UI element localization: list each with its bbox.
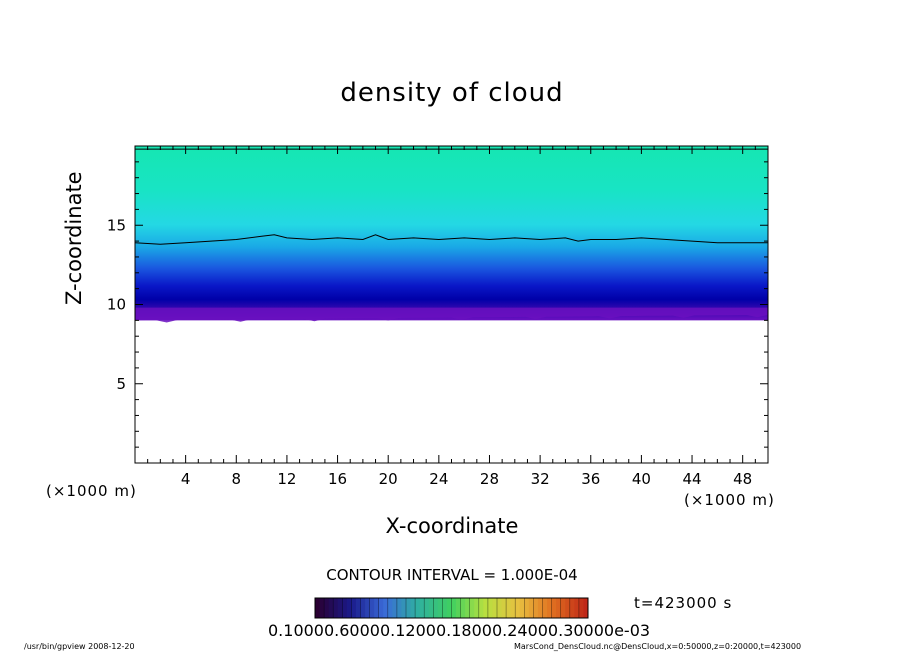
colorbar-cell [542,598,548,618]
x-tick-label: 20 [379,470,398,488]
colorbar-cell [374,598,380,618]
x-tick-label: 4 [181,470,191,488]
colorbar-cell [346,598,352,618]
colorbar-cell [315,598,321,618]
colorbar-cell [360,598,366,618]
colorbar-cell [424,598,430,618]
contour-interval-label: CONTOUR INTERVAL = 1.000E-04 [326,566,578,584]
x-tick-label: 28 [480,470,499,488]
colorbar-cell [383,598,389,618]
colorbar-cell [456,598,462,618]
colorbar-cell [369,598,375,618]
colorbar-cell [528,598,534,618]
x-tick-label: 36 [581,470,600,488]
colorbar-cell [378,598,384,618]
x-tick-label: 44 [682,470,701,488]
y-tick-label: 15 [107,216,126,234]
chart-title: density of cloud [340,78,564,108]
colorbar-cell [451,598,457,618]
colorbar-cell [524,598,530,618]
colorbar-cell [419,598,425,618]
colorbar-cell [433,598,439,618]
y-tick-label: 5 [116,375,126,393]
colorbar-cell [551,598,557,618]
colorbar-cell [510,598,516,618]
x-tick-label: 48 [733,470,752,488]
colorbar-cell [351,598,357,618]
colorbar-cell [460,598,466,618]
colorbar-cell [565,598,571,618]
colorbar-cell [324,598,330,618]
colorbar-cell [406,598,412,618]
colorbar-cell [547,598,553,618]
colorbar-cell [342,598,348,618]
colorbar-cell [333,598,339,618]
colorbar-cell [556,598,562,618]
colorbar-cell [392,598,398,618]
contour-line-mid [134,234,768,245]
footer-program-date: /usr/bin/gpview 2008-12-20 [24,642,135,651]
x-tick-label: 8 [232,470,242,488]
colorbar-tick-labels: 0.10000.60000.12000.18000.24000.30000e-0… [268,621,651,640]
colorbar-frame [314,597,589,619]
colorbar-cell [487,598,493,618]
colorbar-cell [437,598,443,618]
time-label: t=423000 s [634,594,733,612]
x-tick-label: 40 [632,470,651,488]
colorbar-cell [442,598,448,618]
colorbar-cell [474,598,480,618]
colorbar-cell [478,598,484,618]
footer-data-source: MarsCond_DensCloud.nc@DensCloud,x=0:5000… [514,642,802,651]
colorbar-cell [328,598,334,618]
cloud-fill [135,146,768,321]
colorbar-cell [506,598,512,618]
colorbar-cell [492,598,498,618]
x-tick-label: 32 [531,470,550,488]
x-tick-label: 12 [277,470,296,488]
colorbar-cell [515,598,521,618]
colorbar-cell [533,598,539,618]
colorbar-cell [410,598,416,618]
colorbar-cell [501,598,507,618]
colorbar-cell [583,598,589,618]
colorbar-cell [319,598,325,618]
colorbar [314,597,589,619]
colorbar-cell [337,598,343,618]
x-axis-label: X-coordinate [385,514,519,538]
colorbar-cell [469,598,475,618]
x-tick-label: 24 [429,470,448,488]
y-tick-label: 10 [107,296,126,314]
colorbar-cell [497,598,503,618]
colorbar-cell [387,598,393,618]
x-unit-label-right: (×1000 m) [684,491,775,509]
colorbar-cell [355,598,361,618]
colorbar-cell [569,598,575,618]
cloud-base-edge [135,307,768,323]
colorbar-cell [396,598,402,618]
colorbar-cell [415,598,421,618]
colorbar-cell [578,598,584,618]
colorbar-cell [446,598,452,618]
colorbar-cell [519,598,525,618]
x-unit-label-left: (×1000 m) [46,482,137,500]
colorbar-cell [574,598,580,618]
colorbar-cell [465,598,471,618]
colorbar-cell [365,598,371,618]
colorbar-cell [483,598,489,618]
colorbar-cell [401,598,407,618]
y-axis-label: Z-coordinate [62,171,86,305]
colorbar-cell [537,598,543,618]
colorbar-cell [428,598,434,618]
x-tick-label: 16 [328,470,347,488]
cloud-density-field [135,146,768,323]
colorbar-cell [560,598,566,618]
